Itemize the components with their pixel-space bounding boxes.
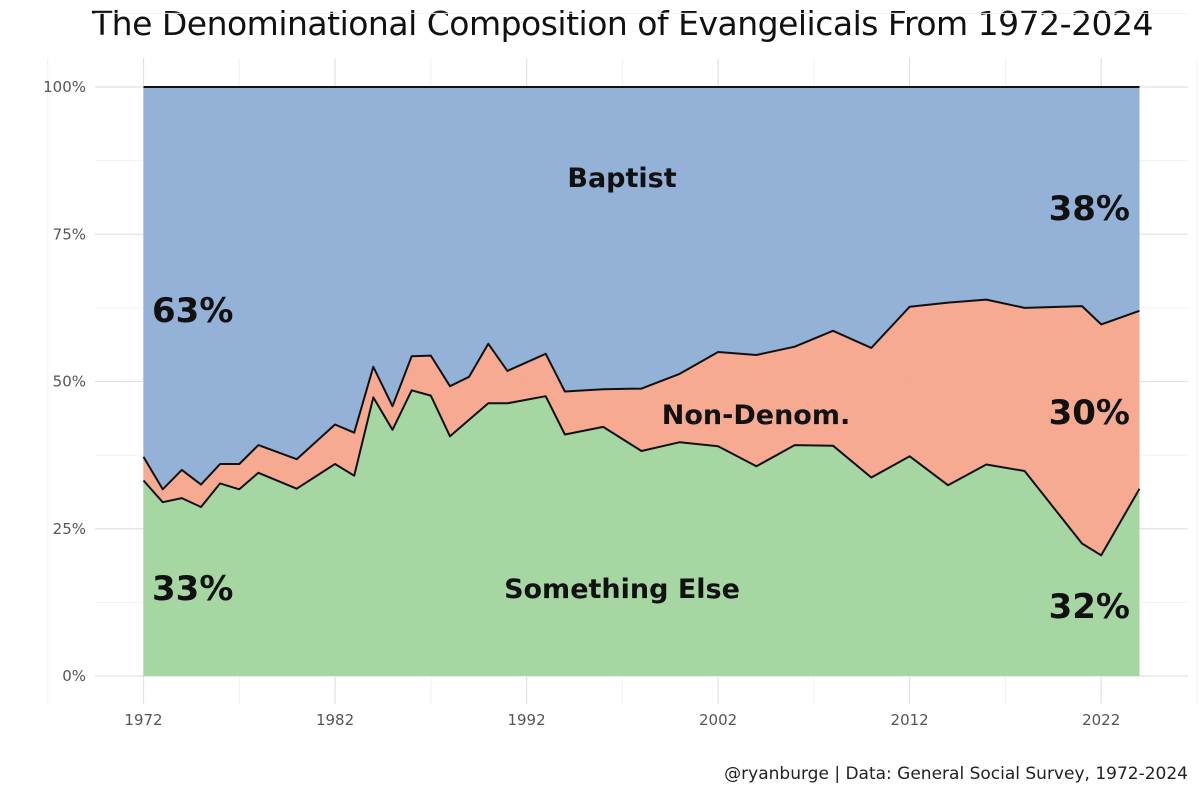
percent-label: 33% [152, 569, 233, 609]
region-label-baptist: Baptist [567, 163, 676, 194]
area-baptist [143, 87, 1140, 490]
x-tick-label: 2002 [699, 711, 737, 729]
area-non-denom [143, 299, 1140, 556]
x-tick-label: 1982 [316, 711, 354, 729]
percent-label: 32% [1049, 587, 1130, 627]
axis-ticks: 0% 25% 50% 75% 100% 1972 1982 1992 2002 2012 2022 [43, 78, 1120, 729]
region-label-non-denom: Non-Denom. [662, 400, 850, 431]
x-tick-label: 2012 [891, 711, 929, 729]
area-something-else [143, 390, 1140, 676]
y-tick-label: 0% [62, 667, 86, 685]
boundary-line [142, 389, 1141, 557]
area-layer [143, 87, 1140, 676]
percent-label: 38% [1049, 189, 1130, 229]
region-label-something-else: Something Else [504, 574, 740, 605]
y-tick-label: 75% [53, 225, 86, 243]
y-tick-label: 100% [43, 78, 86, 96]
x-tick-label: 2022 [1082, 711, 1120, 729]
annotations: Baptist Non-Denom. Something Else 63% 33% 38%… [152, 163, 1130, 627]
boundary-line [142, 298, 1140, 491]
y-tick-label: 25% [53, 520, 86, 538]
percent-label: 30% [1049, 393, 1130, 433]
x-tick-label: 1972 [124, 711, 162, 729]
chart-caption: @ryanburge | Data: General Social Survey… [724, 764, 1188, 784]
chart-title: The Denominational Composition of Evange… [92, 4, 1154, 43]
x-tick-label: 1992 [507, 711, 545, 729]
percent-label: 63% [152, 291, 233, 331]
boundary-lines [142, 86, 1141, 557]
y-tick-label: 50% [53, 373, 86, 391]
